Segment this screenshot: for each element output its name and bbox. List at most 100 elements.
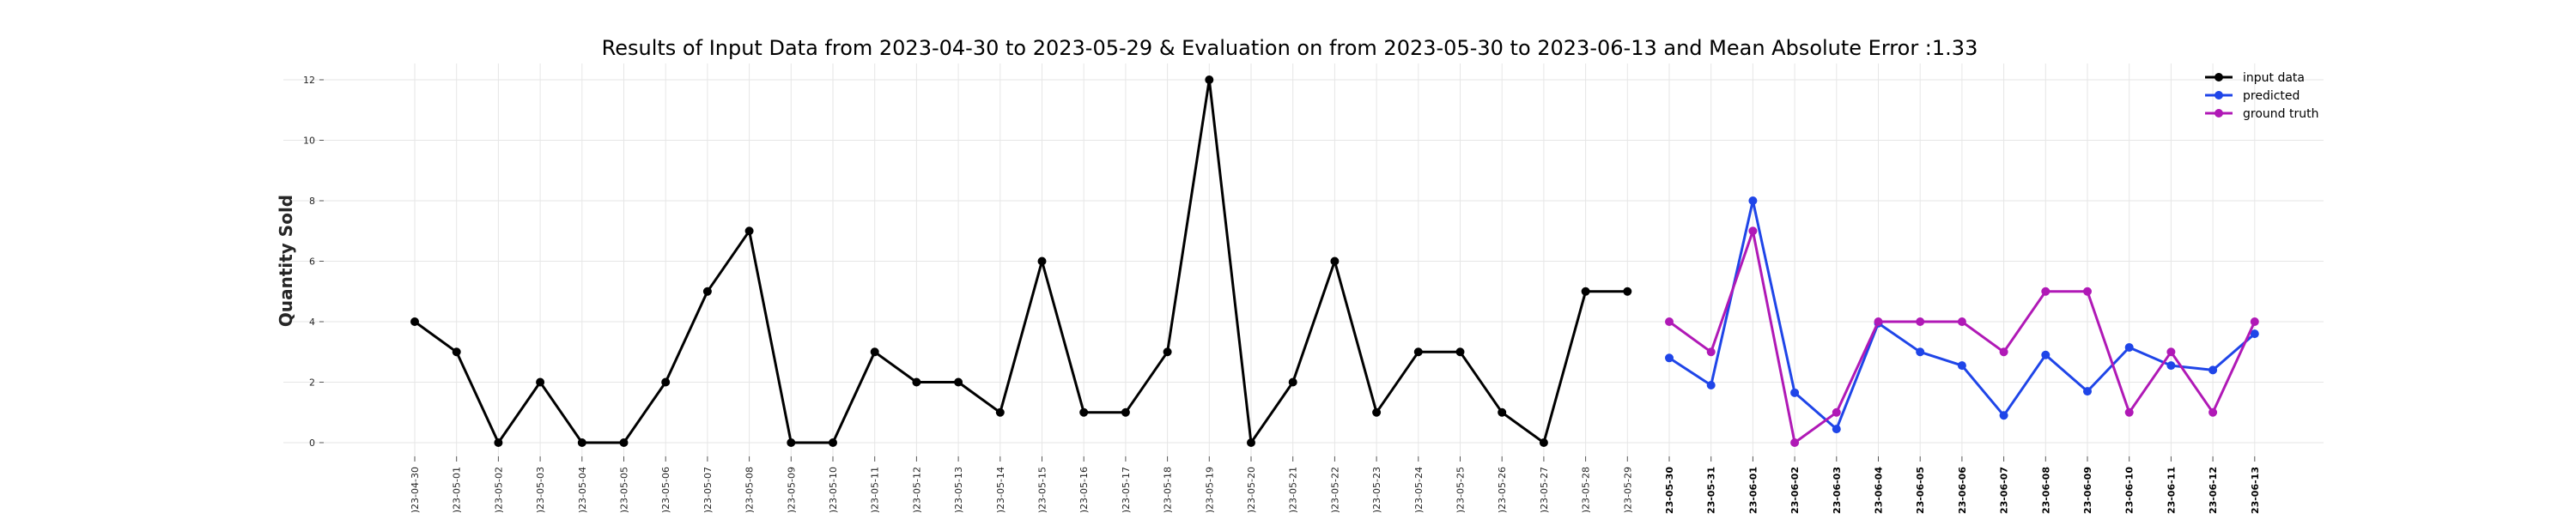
input-data-point <box>954 377 963 387</box>
predicted-point <box>1957 361 1966 371</box>
ground-truth-point <box>1706 347 1716 357</box>
ground-truth-point <box>2083 287 2092 296</box>
input-data-point <box>787 438 796 447</box>
x-tick-label: )23-05-13 <box>953 467 964 513</box>
x-tick-label: )23-05-26 <box>1497 467 1508 513</box>
input-data-point <box>1247 438 1255 447</box>
x-tick-label: )23-05-18 <box>1163 467 1174 513</box>
series <box>410 75 2259 447</box>
x-tick-label: )23-05-27 <box>1539 467 1550 513</box>
input-data-point <box>1413 347 1423 357</box>
input-data-point <box>1623 287 1632 296</box>
x-tick-label: )23-05-09 <box>786 467 797 513</box>
x-tick-label: )23-05-29 <box>1622 467 1633 513</box>
input-data-point <box>1079 407 1089 417</box>
x-tick-label: )23-05-14 <box>995 467 1006 513</box>
ground-truth-point <box>1748 226 1758 236</box>
x-tick-label: )23-05-02 <box>493 467 504 513</box>
input-data-point <box>1121 407 1130 417</box>
input-data-point <box>536 377 545 387</box>
input-data-point <box>1539 438 1548 447</box>
predicted-point <box>1790 388 1800 397</box>
x-tick-label: )23-05-28 <box>1581 467 1592 513</box>
legend-marker <box>2215 109 2223 118</box>
predicted-point <box>1748 196 1758 205</box>
x-tick-label: )23-04-30 <box>410 467 421 513</box>
x-tick-label: )23-05-21 <box>1288 467 1299 513</box>
input-data-point <box>995 407 1005 417</box>
x-tick-label: )23-05-04 <box>577 467 588 513</box>
ground-truth-point <box>1665 317 1674 326</box>
legend-label: input data <box>2243 71 2305 85</box>
input-data-point <box>619 438 629 447</box>
x-tick-label: )23-06-12 <box>2208 467 2219 515</box>
input-data-point <box>1163 347 1172 357</box>
input-data-point <box>661 377 671 387</box>
ground-truth-point <box>2041 287 2050 296</box>
input-data-point <box>452 347 461 357</box>
x-tick-label: )23-05-11 <box>870 467 881 513</box>
y-tick-label: 12 <box>303 75 315 86</box>
legend-item-input-data: input data <box>2205 71 2305 85</box>
y-tick-label: 4 <box>309 317 315 328</box>
predicted-point <box>2250 329 2259 339</box>
input-data-point <box>410 317 419 326</box>
input-data-point <box>912 377 921 387</box>
input-data-point <box>1330 256 1340 266</box>
ground-truth-point <box>2166 347 2176 357</box>
x-tick-label: )23-05-19 <box>1204 467 1215 513</box>
ground-truth-point <box>1916 317 1925 326</box>
input-data-point <box>577 438 586 447</box>
legend-marker <box>2215 73 2223 81</box>
x-tick-label: )23-05-23 <box>1371 467 1382 513</box>
predicted-point <box>1665 353 1674 363</box>
input-data-point <box>744 226 754 236</box>
input-data-point <box>829 438 837 447</box>
y-tick-label: 0 <box>309 438 315 449</box>
y-axis-label: Quantity Sold <box>276 195 296 327</box>
input-data-point <box>702 287 712 296</box>
x-tick-label: )23-05-17 <box>1121 467 1132 513</box>
grid <box>283 63 2324 456</box>
input-data-point <box>1037 256 1047 266</box>
x-tick-label: )23-05-22 <box>1329 467 1340 513</box>
x-tick-label: )23-06-13 <box>2250 467 2261 515</box>
x-tick-label: )23-05-30 <box>1664 467 1675 515</box>
ground-truth-point <box>2124 407 2134 417</box>
input-data-point <box>1581 287 1590 296</box>
y-tick-label: 6 <box>309 256 315 268</box>
x-tick-label: )23-05-10 <box>828 467 839 513</box>
x-tick-label: )23-06-08 <box>2040 467 2051 515</box>
x-tick-label: )23-06-01 <box>1747 467 1759 515</box>
x-tick-label: )23-06-06 <box>1957 467 1968 515</box>
chart-title: Results of Input Data from 2023-04-30 to… <box>602 36 1978 60</box>
legend-item-ground-truth: ground truth <box>2205 107 2318 121</box>
x-tick-label: )23-06-04 <box>1874 467 1885 515</box>
x-tick-label: )23-05-06 <box>660 467 671 513</box>
x-tick-label: )23-06-05 <box>1915 467 1926 515</box>
predicted-point <box>2208 365 2218 375</box>
predicted-point <box>1916 347 1925 357</box>
input-data-line <box>414 78 1628 444</box>
x-tick-label: )23-06-10 <box>2124 467 2136 515</box>
predicted-point <box>1999 411 2008 420</box>
x-tick-label: )23-05-01 <box>452 467 463 513</box>
input-data-point <box>494 438 503 447</box>
input-data-point <box>1288 377 1297 387</box>
legend: input data predicted ground truth <box>2205 71 2318 121</box>
ground-truth-point <box>1957 317 1966 326</box>
ground-truth-series <box>1665 226 2259 447</box>
x-tick-label: )23-06-11 <box>2166 467 2177 515</box>
legend-label: ground truth <box>2243 107 2318 121</box>
input-data-point <box>1498 407 1507 417</box>
x-tick-label: )23-05-03 <box>535 467 546 513</box>
ground-truth-point <box>1874 317 1883 326</box>
input-data-point <box>1455 347 1465 357</box>
ground-truth-point <box>2250 317 2259 326</box>
y-tick-label: 2 <box>309 377 315 389</box>
x-tick-label: )23-05-31 <box>1706 467 1717 515</box>
x-tick-label: )23-06-07 <box>1999 467 2010 515</box>
x-tick-label: )23-06-02 <box>1789 467 1801 515</box>
